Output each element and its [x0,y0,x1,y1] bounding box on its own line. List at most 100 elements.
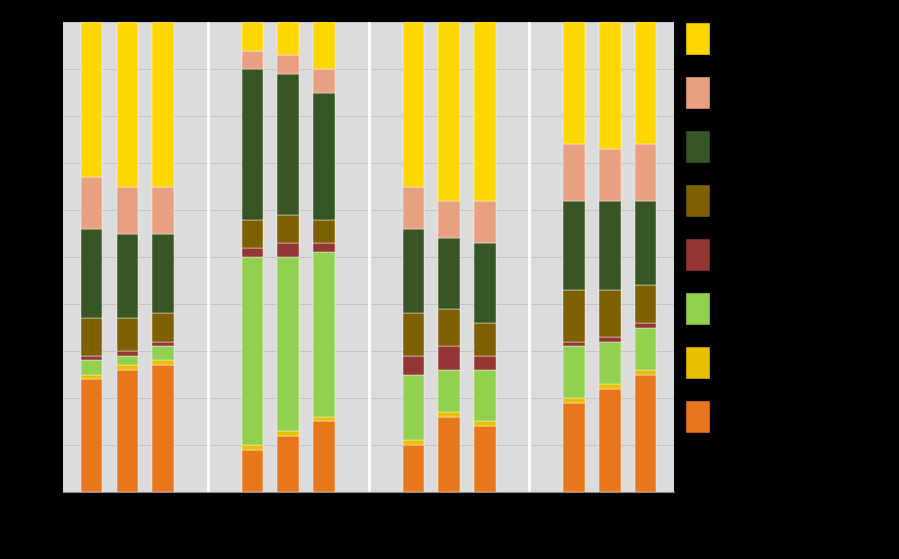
Bar [81,318,102,356]
Bar [403,375,424,440]
Text: Construção: Construção [718,193,781,203]
Bar [242,50,263,69]
Bar [635,370,656,375]
Bar [152,347,174,361]
Text: Indústria Transformadora: Indústria Transformadora [718,301,859,311]
Bar [403,356,424,375]
Bar [599,149,620,201]
Bar [152,361,174,365]
Bar [117,318,138,351]
Text: Turismo: Turismo [718,86,761,96]
Bar [635,375,656,492]
Bar [152,342,174,347]
FancyBboxPatch shape [685,347,710,379]
Bar [152,365,174,492]
Bar [403,22,424,187]
Bar [403,229,424,314]
Bar [278,74,298,215]
Text: Electricidade, Gás e Água: Electricidade, Gás e Água [718,247,862,258]
FancyBboxPatch shape [685,22,710,55]
Bar [635,144,656,201]
Bar [599,389,620,492]
Bar [439,238,459,309]
Bar [564,22,585,144]
Bar [599,22,620,149]
Bar [152,187,174,234]
Bar [564,144,585,201]
Bar [474,22,495,201]
Bar [635,201,656,285]
Bar [117,365,138,370]
Bar [81,379,102,492]
Bar [81,177,102,229]
Bar [242,220,263,248]
Bar [313,69,334,93]
Bar [564,398,585,402]
Bar [439,417,459,492]
Bar [599,342,620,384]
FancyBboxPatch shape [685,292,710,325]
Bar [313,22,334,69]
Text: Volume de Negócios: Volume de Negócios [225,534,352,547]
Bar [117,351,138,356]
Bar [564,290,585,342]
Bar [81,229,102,318]
Bar [152,314,174,342]
Bar [439,412,459,417]
Text: Agricultura e Pescas: Agricultura e Pescas [718,409,832,419]
FancyBboxPatch shape [685,238,710,271]
Bar [439,201,459,238]
Text: Indústria Extrativa: Indústria Extrativa [718,356,822,366]
Bar [635,22,656,144]
Bar [599,337,620,342]
Bar [635,285,656,323]
Bar [278,257,298,431]
Bar [313,421,334,492]
Bar [599,290,620,337]
Bar [117,234,138,318]
Bar [564,201,585,290]
Text: Emprego: Emprego [582,534,638,547]
Bar [439,347,459,370]
Bar [313,93,334,220]
Bar [635,323,656,328]
Bar [81,375,102,379]
Bar [403,187,424,229]
Bar [81,361,102,375]
Bar [599,384,620,389]
Bar [278,243,298,257]
Bar [81,22,102,177]
Bar [313,220,334,243]
Text: Serviços: Serviços [718,31,765,41]
Bar [313,253,334,417]
Bar [278,435,298,492]
Text: VAB: VAB [437,534,461,547]
Bar [117,187,138,234]
Text: Empresas: Empresas [97,534,158,547]
Bar [242,22,263,50]
Bar [474,243,495,323]
Bar [117,22,138,187]
Bar [117,370,138,492]
Bar [564,402,585,492]
Bar [403,445,424,492]
Bar [599,201,620,290]
Bar [474,356,495,370]
Bar [278,215,298,243]
Bar [635,328,656,370]
Bar [242,248,263,257]
Bar [474,323,495,356]
Bar [439,22,459,201]
FancyBboxPatch shape [685,184,710,217]
Bar [564,342,585,347]
Bar [117,356,138,365]
Bar [313,243,334,253]
FancyBboxPatch shape [685,130,710,163]
Bar [474,421,495,426]
Bar [242,449,263,492]
Text: Comércio: Comércio [718,139,771,149]
Bar [313,417,334,421]
Bar [278,431,298,435]
Bar [242,257,263,445]
Bar [278,22,298,55]
